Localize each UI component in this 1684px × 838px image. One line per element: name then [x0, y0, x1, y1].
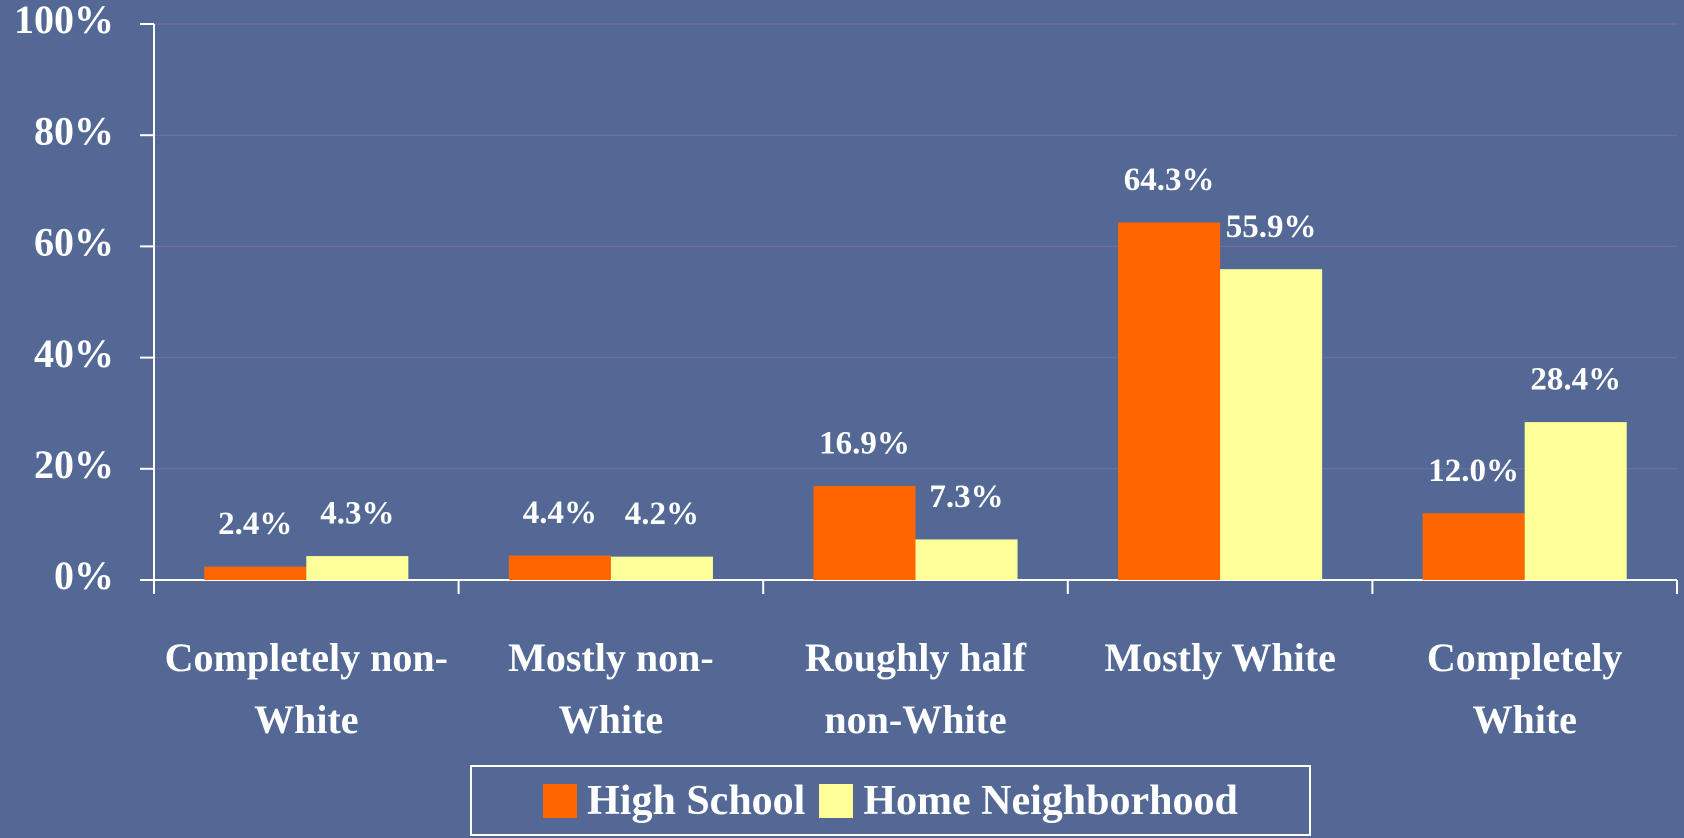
- legend: High School Home Neighborhood: [470, 765, 1311, 836]
- y-tick-label: 40%: [34, 331, 114, 376]
- y-tick-label: 100%: [14, 0, 114, 42]
- bar: [508, 555, 611, 580]
- value-label: 28.4%: [1530, 362, 1621, 398]
- y-tick-label: 60%: [34, 220, 114, 265]
- bar: [813, 486, 916, 580]
- value-label: 4.2%: [625, 496, 699, 532]
- value-label: 4.4%: [523, 495, 597, 531]
- bar: [1118, 222, 1221, 580]
- y-tick-label: 0%: [54, 553, 114, 598]
- legend-label: Home Neighborhood: [863, 777, 1238, 824]
- value-label: 16.9%: [819, 426, 910, 462]
- value-label: 12.0%: [1428, 453, 1519, 489]
- x-tick-label: Mostly White: [1104, 635, 1336, 680]
- bar: [204, 566, 307, 580]
- bar: [610, 556, 713, 580]
- bar: [915, 539, 1018, 580]
- y-tick-label: 80%: [34, 108, 114, 153]
- value-label: 7.3%: [929, 479, 1003, 515]
- value-label: 4.3%: [320, 496, 394, 532]
- legend-item: Home Neighborhood: [819, 777, 1238, 825]
- legend-label: High School: [587, 777, 806, 824]
- x-tick-label: Mostly non-White: [508, 635, 714, 742]
- legend-swatch: [543, 783, 578, 818]
- value-label: 64.3%: [1124, 162, 1215, 198]
- bar: [1220, 269, 1323, 580]
- bar: [1524, 422, 1627, 580]
- value-label: 55.9%: [1226, 209, 1317, 245]
- legend-item: High School: [543, 777, 805, 825]
- legend-swatch: [819, 783, 854, 818]
- y-tick-label: 20%: [34, 442, 114, 487]
- x-tick-label: Roughly half non-White: [804, 635, 1027, 742]
- x-tick-label: Completely White: [1426, 635, 1623, 742]
- x-tick-label: Completely non-White: [164, 635, 448, 742]
- value-label: 2.4%: [218, 506, 292, 542]
- bar: [306, 556, 409, 580]
- bar: [1422, 513, 1525, 580]
